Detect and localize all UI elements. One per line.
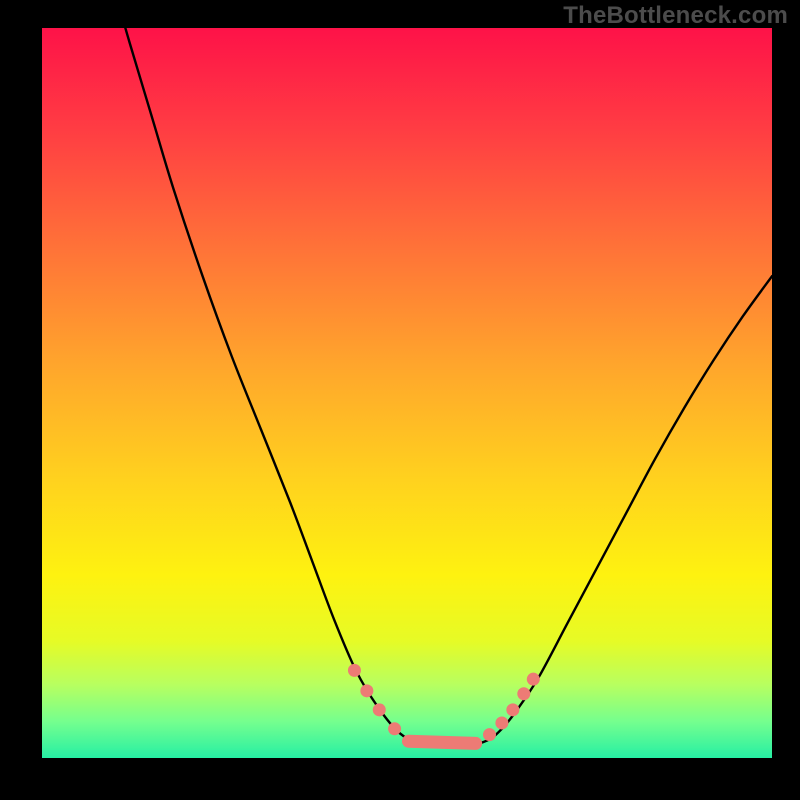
curve-marker-dot [360,684,373,697]
watermark-text: TheBottleneck.com [563,2,788,30]
curve-marker-dot [495,716,508,729]
curve-marker-dot [373,703,386,716]
curve-marker-dot [348,664,361,677]
curve-marker-dot [506,703,519,716]
bottleneck-curve [115,28,772,747]
curve-marker-pill [408,741,475,743]
curve-marker-dot [388,722,401,735]
chart-svg [42,28,772,758]
curve-marker-dot [527,673,540,686]
plot-area [42,28,772,758]
curve-marker-dot [483,728,496,741]
chart-stage: TheBottleneck.com [0,0,800,800]
curve-marker-dot [517,687,530,700]
